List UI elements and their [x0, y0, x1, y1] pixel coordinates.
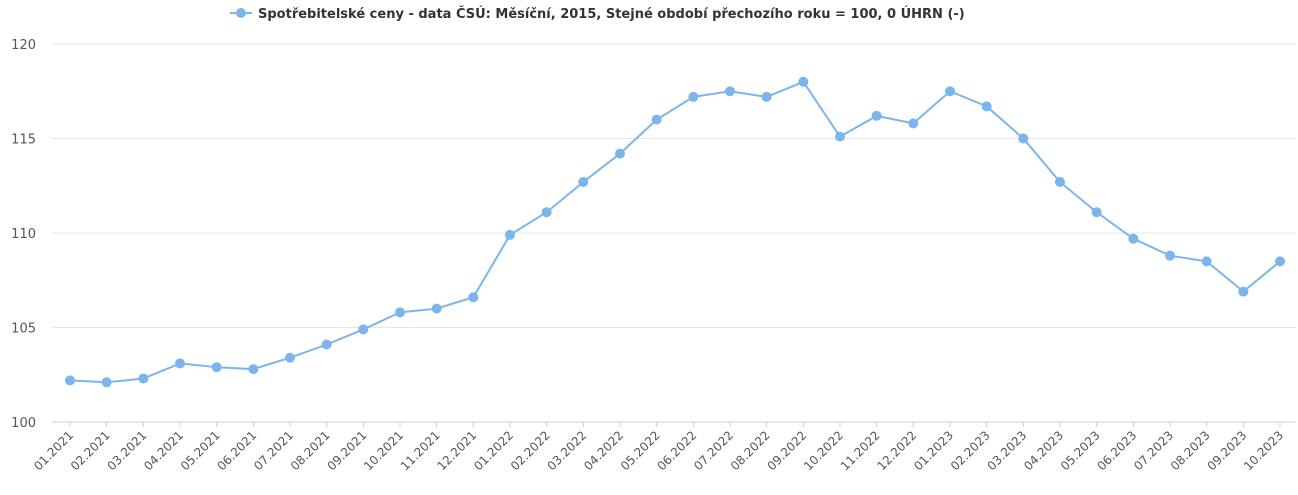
x-tick-label: 06.2021	[214, 428, 259, 473]
data-point[interactable]	[358, 324, 369, 335]
y-axis-ticks: 100 105 110 115 120	[11, 38, 36, 431]
data-point[interactable]	[1128, 233, 1139, 244]
data-point[interactable]	[1018, 133, 1029, 144]
x-tick-label: 07.2022	[691, 428, 736, 473]
x-tick-label: 01.2021	[31, 428, 76, 473]
x-tick-label: 02.2022	[508, 428, 553, 473]
x-tick-label: 12.2021	[434, 428, 479, 473]
y-tick-label: 100	[11, 416, 36, 431]
x-tick-label: 04.2022	[581, 428, 626, 473]
y-tick-label: 120	[11, 38, 36, 53]
legend-marker-symbol	[236, 8, 246, 18]
data-point[interactable]	[651, 114, 662, 125]
x-tick-label: 04.2023	[1021, 428, 1066, 473]
x-tick-label: 03.2023	[984, 428, 1029, 473]
x-tick-label: 05.2021	[178, 428, 223, 473]
data-point[interactable]	[981, 101, 992, 112]
data-point[interactable]	[871, 110, 882, 121]
data-point[interactable]	[175, 358, 185, 369]
x-tick-label: 06.2022	[654, 428, 699, 473]
series-line	[69, 80, 1281, 384]
data-point[interactable]	[431, 303, 442, 314]
data-point[interactable]	[505, 229, 515, 240]
grid-layer	[52, 43, 1296, 423]
x-tick-label: 09.2023	[1204, 428, 1249, 473]
x-tick-label: 08.2021	[288, 428, 333, 473]
y-tick-label: 115	[11, 133, 36, 148]
x-axis-ticks: 01.202102.202103.202104.202105.202106.20…	[31, 422, 1286, 473]
x-tick-label: 03.2021	[104, 428, 149, 473]
x-tick-label: 01.2023	[911, 428, 956, 473]
data-point[interactable]	[908, 118, 919, 129]
data-point[interactable]	[285, 352, 295, 363]
x-tick-label: 10.2021	[361, 428, 406, 473]
data-point[interactable]	[138, 373, 149, 384]
data-point[interactable]	[578, 176, 589, 187]
data-point[interactable]	[101, 377, 112, 388]
x-tick-label: 07.2023	[1131, 428, 1176, 473]
x-tick-label: 01.2022	[471, 428, 516, 473]
x-tick-label: 09.2021	[324, 428, 369, 473]
data-point[interactable]	[725, 86, 735, 97]
data-point[interactable]	[1201, 256, 1212, 267]
x-tick-label: 09.2022	[764, 428, 809, 473]
x-tick-label: 06.2023	[1094, 428, 1139, 473]
x-tick-label: 12.2022	[874, 428, 919, 473]
x-tick-label: 05.2022	[618, 428, 663, 473]
data-point[interactable]	[1238, 286, 1249, 297]
x-tick-label: 11.2022	[838, 428, 883, 473]
data-point[interactable]	[1091, 207, 1102, 218]
data-point[interactable]	[761, 91, 772, 102]
series-points	[65, 76, 1285, 388]
x-tick-label: 02.2021	[68, 428, 113, 473]
x-tick-label: 11.2021	[398, 428, 443, 473]
data-point[interactable]	[468, 292, 479, 303]
data-point[interactable]	[1275, 256, 1285, 267]
x-tick-label: 03.2022	[544, 428, 589, 473]
x-tick-label: 10.2023	[1241, 428, 1286, 473]
x-tick-label: 10.2022	[801, 428, 846, 473]
x-tick-label: 07.2021	[251, 428, 296, 473]
data-point[interactable]	[541, 207, 552, 218]
data-point[interactable]	[211, 362, 222, 373]
data-point[interactable]	[688, 91, 699, 102]
x-tick-label: 08.2022	[728, 428, 773, 473]
data-point[interactable]	[1055, 176, 1065, 187]
data-point[interactable]	[835, 131, 845, 142]
data-point[interactable]	[65, 375, 75, 386]
data-point[interactable]	[615, 148, 625, 159]
data-point[interactable]	[1165, 250, 1175, 261]
data-point[interactable]	[321, 339, 332, 350]
x-tick-label: 08.2023	[1168, 428, 1213, 473]
x-tick-label: 05.2023	[1058, 428, 1103, 473]
x-tick-label: 04.2021	[141, 428, 186, 473]
legend-label: Spotřebitelské ceny - data ČSÚ: Měsíční,…	[258, 6, 965, 22]
data-point[interactable]	[798, 76, 809, 87]
y-tick-label: 105	[11, 322, 36, 337]
data-point[interactable]	[248, 364, 259, 375]
legend[interactable]: Spotřebitelské ceny - data ČSÚ: Měsíční,…	[230, 6, 965, 22]
y-tick-label: 110	[11, 227, 36, 242]
x-tick-label: 02.2023	[948, 428, 993, 473]
data-point[interactable]	[945, 86, 955, 97]
data-point[interactable]	[395, 307, 405, 318]
